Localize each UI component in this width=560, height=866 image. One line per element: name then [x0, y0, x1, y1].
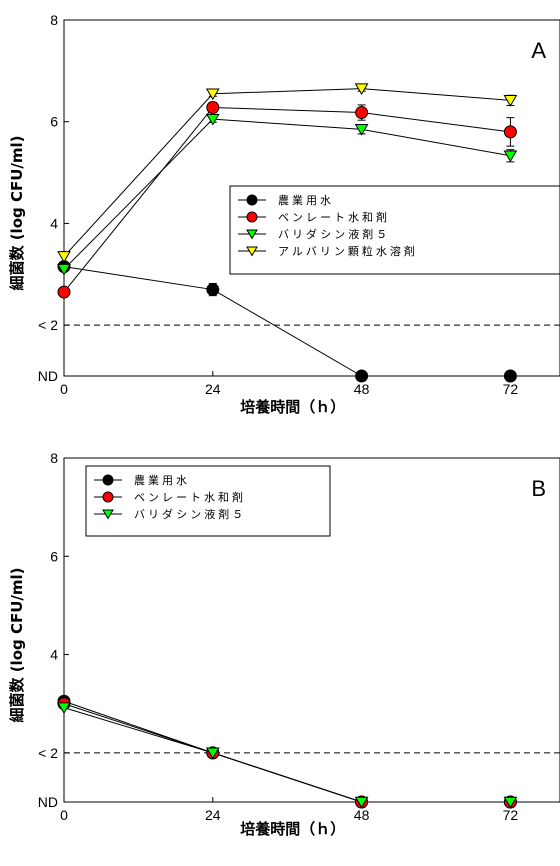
series-line	[63, 118, 511, 270]
data-point	[503, 95, 518, 107]
data-point	[246, 211, 258, 223]
data-point	[355, 369, 369, 383]
data-point	[354, 124, 369, 136]
data-point	[205, 88, 220, 101]
plot-frame	[63, 457, 560, 803]
x-tick-label: 48	[354, 381, 370, 397]
data-point	[102, 509, 114, 520]
x-tick-label: 0	[60, 381, 68, 397]
data-point	[503, 125, 517, 139]
series-line	[63, 700, 511, 803]
series-line	[63, 707, 511, 803]
legend-label: 農業用水	[134, 473, 190, 487]
y-tick-label: 6	[50, 548, 58, 564]
data-point	[102, 474, 114, 486]
y-tick-label: ND	[38, 368, 58, 384]
x-tick-label: 72	[503, 807, 519, 823]
x-tick-label: 72	[503, 381, 519, 397]
legend-label: ベンレート水和剤	[278, 210, 390, 224]
data-point	[503, 150, 518, 163]
data-point	[354, 83, 369, 96]
legend-label: 農業用水	[278, 193, 334, 207]
panel-label: B	[531, 476, 546, 501]
series-line	[63, 88, 511, 257]
y-tick-label: 4	[50, 215, 58, 231]
x-tick-label: 48	[354, 807, 370, 823]
data-point	[503, 796, 518, 809]
data-point	[355, 106, 369, 120]
data-point	[246, 246, 258, 257]
data-point	[206, 100, 220, 114]
y-axis-title: 細菌数 (log CFU/ml)	[8, 567, 26, 722]
data-point	[205, 747, 220, 760]
y-tick-label: 8	[50, 450, 58, 466]
plot-frame	[63, 19, 560, 377]
legend-label: バリダシン液剤５	[278, 227, 390, 241]
y-tick-label: ND	[38, 794, 58, 810]
panel-label: A	[531, 38, 546, 63]
data-point	[205, 113, 220, 126]
x-tick-label: 0	[60, 807, 68, 823]
y-tick-label: 8	[50, 12, 58, 28]
x-axis-title: 培養時間（ｈ）	[240, 820, 345, 838]
x-tick-label: 24	[205, 807, 221, 823]
legend-label: ベンレート水和剤	[134, 490, 246, 504]
data-point	[57, 263, 71, 276]
legend-box	[85, 465, 331, 537]
data-point	[102, 491, 114, 503]
legend-label: アルバリン顆粒水溶剤	[278, 244, 418, 258]
data-point	[246, 229, 258, 240]
x-axis-title: 培養時間（ｈ）	[240, 398, 345, 416]
data-point	[503, 369, 517, 383]
series-line	[63, 266, 511, 377]
y-tick-label: 4	[50, 647, 58, 663]
data-point	[57, 251, 71, 263]
data-point	[57, 702, 71, 715]
panel-b: ND < 2 4 6 8 0 24 48 72 培養時間（ｈ） 細菌数 (log CFU/ml) B 農…	[8, 450, 560, 838]
y-axis-title: 細菌数 (log CFU/ml)	[8, 135, 26, 290]
y-tick-label: 6	[50, 114, 58, 130]
legend-label: バリダシン液剤５	[134, 507, 246, 521]
legend-box	[229, 185, 560, 275]
data-point	[246, 194, 258, 206]
data-point	[206, 283, 220, 297]
data-point	[354, 796, 369, 809]
panel-a: ND < 2 4 6 8 0 24 48 72 培養時間（ｈ） 細菌数 (log CFU/ml) A 農…	[8, 12, 560, 416]
series-line	[63, 106, 511, 293]
y-tick-label: < 2	[38, 745, 58, 761]
data-point	[57, 285, 71, 299]
y-tick-label: < 2	[38, 317, 58, 333]
x-tick-label: 24	[205, 381, 221, 397]
